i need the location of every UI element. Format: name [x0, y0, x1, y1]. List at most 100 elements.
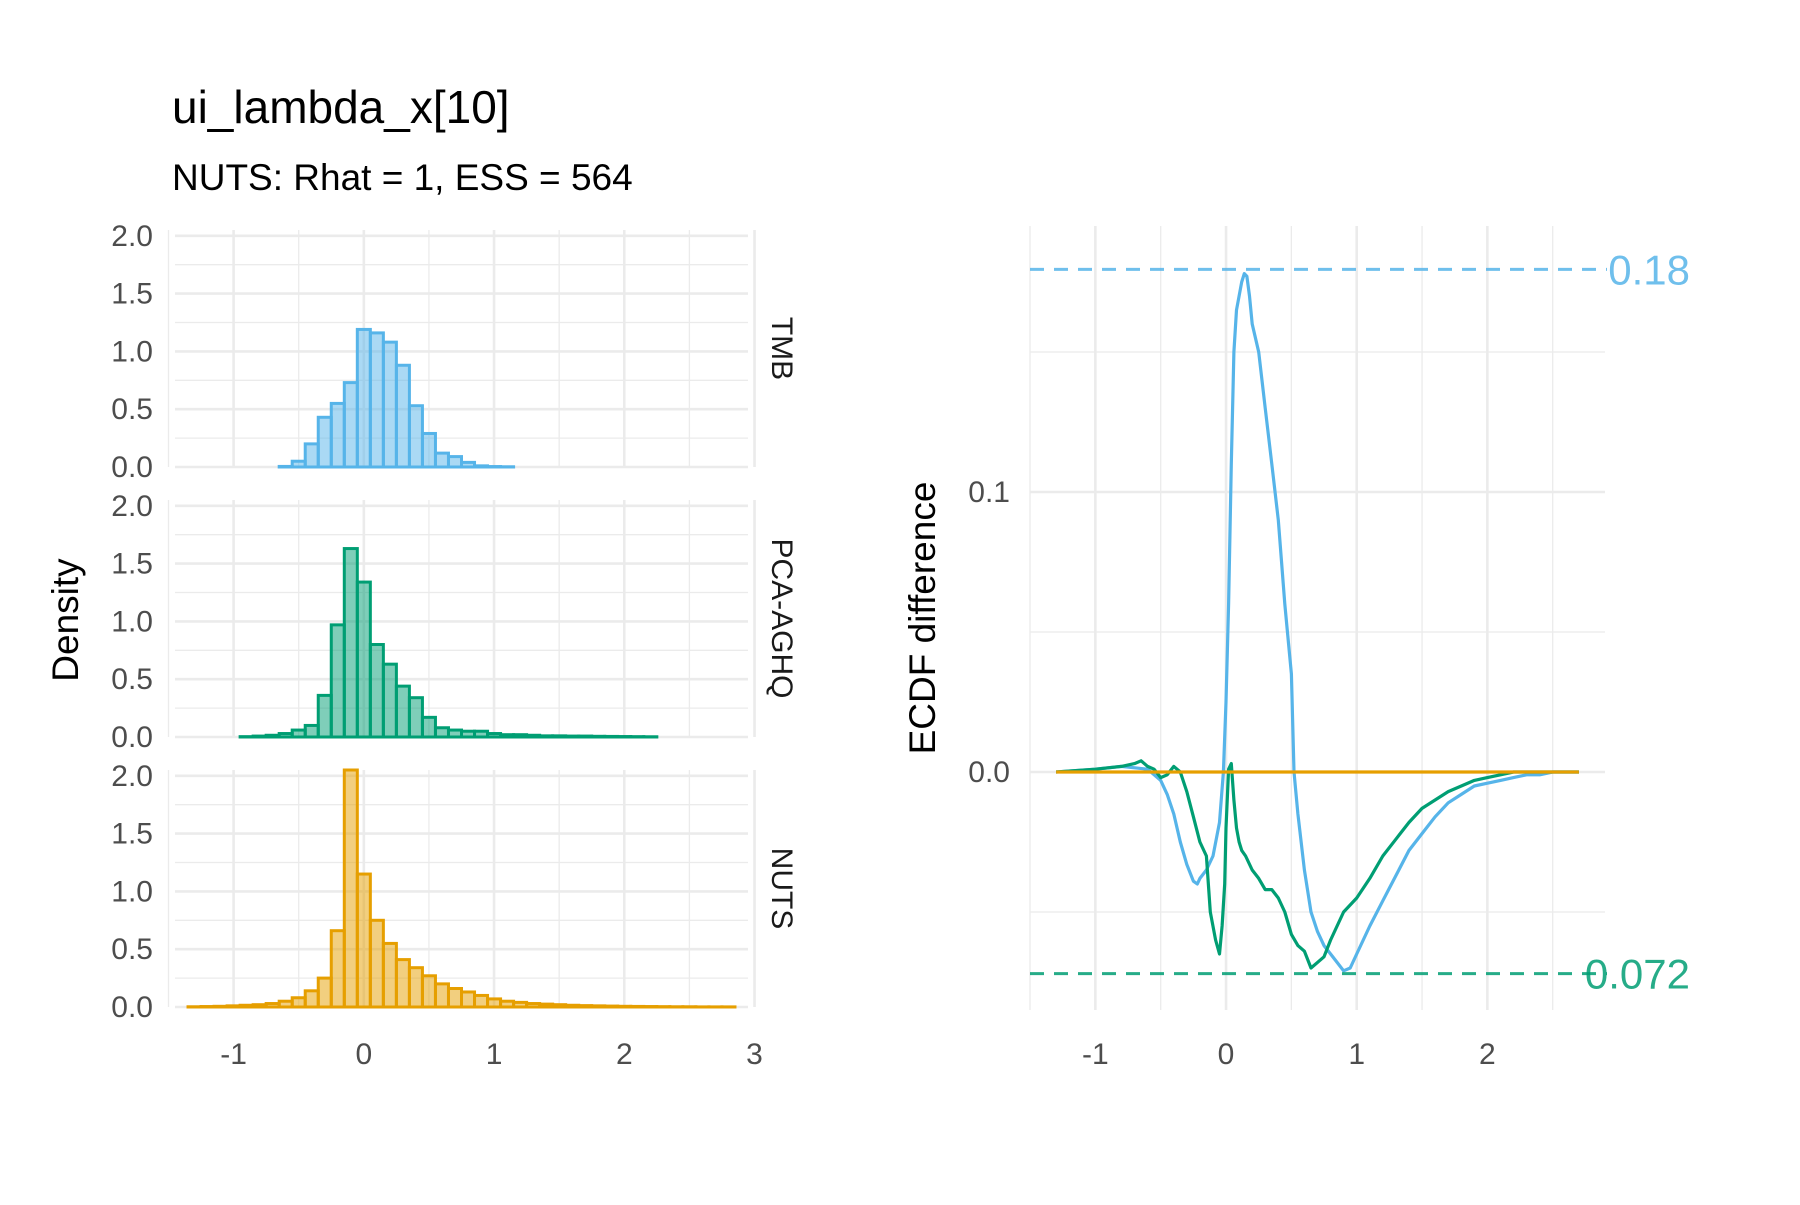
histogram-bar [592, 1006, 605, 1007]
histogram-bar [292, 730, 305, 737]
facet-strip-label: PCA-AGHQ [765, 538, 798, 698]
facet-nuts: 0.0 0.5 1.0 1.5 2.0 NUTS [111, 760, 798, 1024]
histogram-bar [292, 998, 305, 1007]
histogram-bar [253, 1005, 266, 1007]
histogram-bar [462, 992, 475, 1007]
facet-pca-aghq: 0.0 0.5 1.0 1.5 2.0 PCA-AGHQ [111, 490, 798, 754]
histogram-bar [305, 991, 318, 1007]
y-tick-label: 0.0 [968, 756, 1010, 789]
x-tick-label: -1 [1082, 1038, 1109, 1071]
histogram-bar [579, 736, 592, 737]
histogram-bar [514, 735, 527, 737]
histogram-bar [266, 1004, 279, 1007]
chart-subtitle: NUTS: Rhat = 1, ESS = 564 [172, 157, 633, 198]
histogram-bar [605, 736, 618, 737]
histogram-bar [318, 978, 331, 1007]
histogram-bar [488, 999, 501, 1007]
y-tick-label: 0.5 [111, 933, 153, 966]
histogram-bar [618, 1006, 631, 1007]
histogram-bar [435, 984, 448, 1007]
histogram-bar [383, 342, 396, 467]
histogram-bar [566, 1005, 579, 1007]
histogram-bar [422, 976, 435, 1007]
histogram-bar [592, 736, 605, 737]
histogram-bar [383, 943, 396, 1007]
y-tick-label: 2.0 [111, 490, 153, 523]
max-diff-label-tmb: 0.18 [1608, 246, 1690, 293]
histogram-bar [409, 698, 422, 737]
histogram-bar [344, 549, 357, 737]
y-tick-label: 2.0 [111, 760, 153, 793]
x-tick-label: 1 [1348, 1038, 1365, 1071]
x-tick-label: 2 [616, 1038, 633, 1071]
histogram-bar [214, 1006, 227, 1007]
histogram-bar [631, 1006, 644, 1007]
histogram-panel: 0.0 0.5 1.0 1.5 2.0 TMB 0.0 0.5 1.0 1.5 2.0 PCA-AGH… [45, 220, 798, 1071]
facet-strip-label: TMB [765, 317, 798, 380]
y-tick-label: 1.5 [111, 548, 153, 581]
histogram-bar [435, 728, 448, 737]
max-diff-label-pca-aghq: 0.072 [1585, 951, 1690, 998]
histogram-bar [566, 736, 579, 737]
histogram-bar [462, 731, 475, 737]
histogram-bar [279, 1001, 292, 1007]
y-tick-label: 1.0 [111, 605, 153, 638]
histogram-bar [370, 333, 383, 467]
histogram-bar [253, 736, 266, 737]
histogram-bar [435, 453, 448, 467]
y-tick-label: 1.0 [111, 875, 153, 908]
histogram-bar [305, 444, 318, 467]
histogram-bar [344, 770, 357, 1007]
chart-title: ui_lambda_x[10] [172, 81, 510, 133]
histogram-bar [514, 1002, 527, 1007]
x-tick-label: -1 [220, 1038, 247, 1071]
histogram-bar [279, 466, 292, 467]
histogram-bar [605, 1006, 618, 1007]
y-tick-label: 0.5 [111, 663, 153, 696]
histogram-bar [501, 1001, 514, 1007]
histogram-bar [409, 406, 422, 467]
y-tick-label: 1.5 [111, 818, 153, 851]
histogram-bar [370, 645, 383, 737]
y-tick-label: 0.5 [111, 393, 153, 426]
histogram-bar [305, 725, 318, 737]
histogram-bar [409, 968, 422, 1007]
histogram-bar [422, 433, 435, 467]
histogram-bar [331, 625, 344, 737]
ecdf-line-tmb [1056, 274, 1579, 971]
histogram-bar [357, 874, 370, 1007]
histogram-bar [475, 995, 488, 1007]
y-tick-label: 0.1 [968, 476, 1010, 509]
histogram-bar [579, 1006, 592, 1007]
histogram-bar [396, 686, 409, 737]
y-axis-title: Density [45, 558, 86, 682]
ecdf-line-pca-aghq [1056, 761, 1579, 968]
histogram-bar [462, 462, 475, 467]
x-tick-label: 1 [486, 1038, 503, 1071]
histogram-bar [396, 365, 409, 467]
x-tick-label: 0 [1218, 1038, 1235, 1071]
histogram-bar [383, 664, 396, 737]
histogram-bar [227, 1006, 240, 1007]
histogram-bar [240, 1005, 253, 1007]
histogram-bar [488, 734, 501, 737]
y-tick-label: 0.0 [111, 451, 153, 484]
y-tick-label: 2.0 [111, 220, 153, 253]
histogram-bar [370, 920, 383, 1007]
histogram-bar [475, 466, 488, 467]
histogram-bar [422, 717, 435, 737]
histogram-bar [527, 735, 540, 737]
facet-strip-label: NUTS [765, 848, 798, 930]
histogram-bar [553, 1005, 566, 1007]
y-tick-label: 0.0 [111, 721, 153, 754]
x-tick-label: 2 [1479, 1038, 1496, 1071]
histogram-bar [553, 736, 566, 737]
y-tick-label: 1.0 [111, 335, 153, 368]
histogram-bar [448, 457, 461, 467]
y-tick-label: 0.0 [111, 991, 153, 1024]
histogram-bar [475, 731, 488, 737]
